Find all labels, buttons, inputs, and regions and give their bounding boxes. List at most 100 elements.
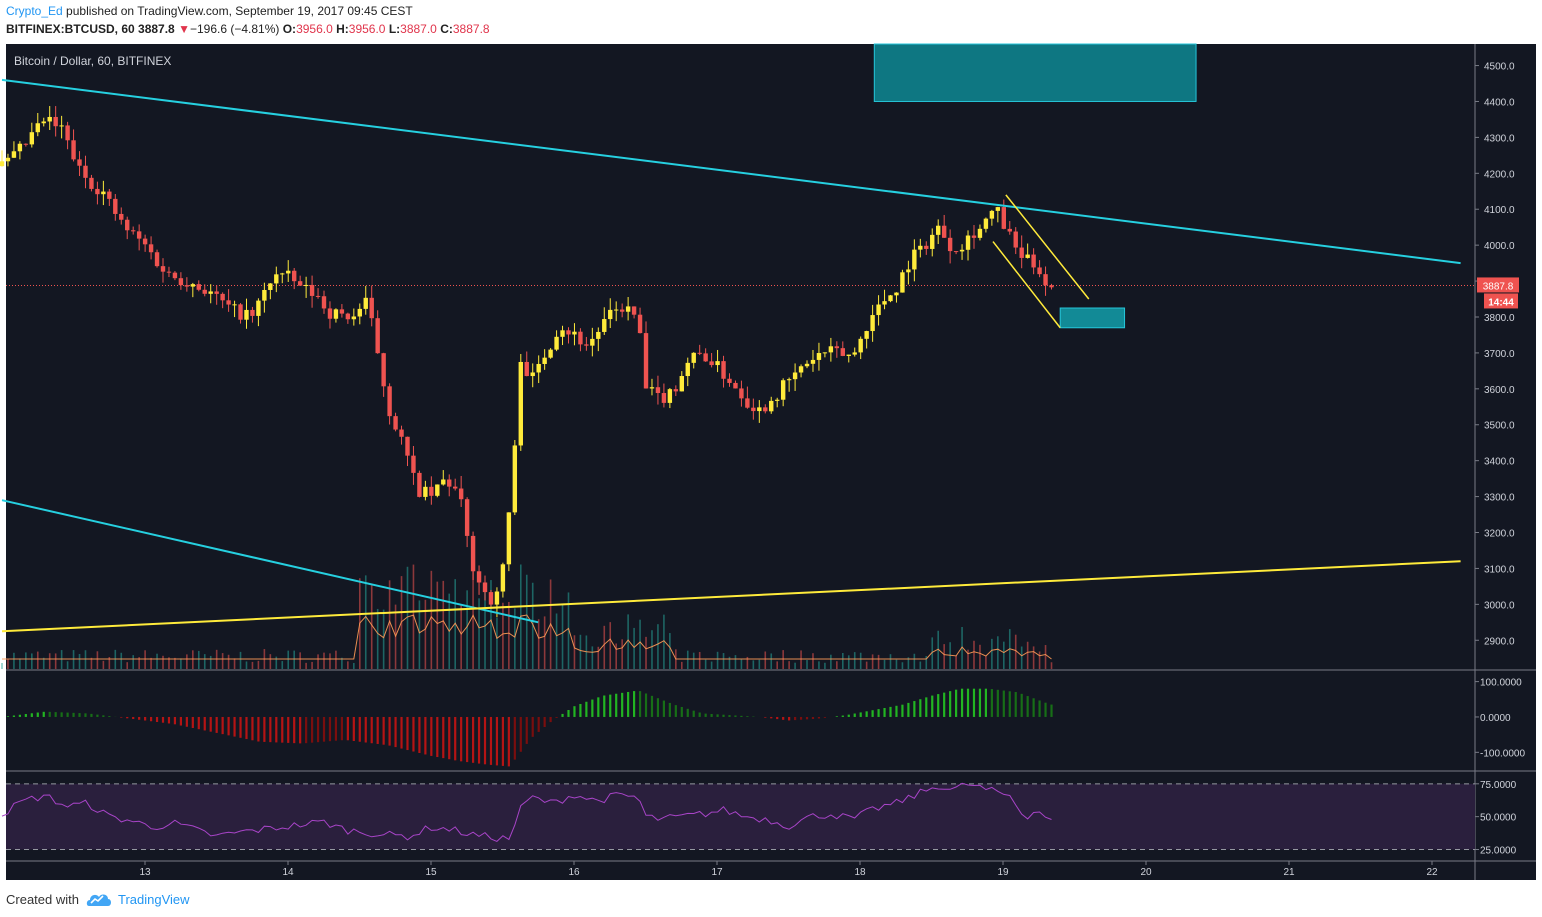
candle-down [142, 238, 148, 245]
created-with-label: Created with [6, 892, 79, 907]
candle-down [619, 309, 625, 312]
candle-up [870, 315, 875, 332]
candle-down [202, 289, 207, 294]
candle-up [0, 161, 5, 167]
candle-down [745, 398, 750, 408]
time-tick-label: 21 [1283, 867, 1295, 878]
symbol-label: BITFINEX:BTCUSD, 60 [6, 22, 135, 36]
price-scale-background [1475, 44, 1536, 880]
candle-up [256, 300, 261, 316]
footer: Created with TradingView [0, 884, 1542, 917]
candle-up [613, 309, 619, 311]
candle-up [822, 352, 828, 354]
candle-down [214, 291, 219, 294]
candle-down [95, 188, 100, 195]
candle-up [190, 284, 196, 287]
tradingview-logo-icon [86, 894, 111, 906]
candle-up [41, 121, 46, 124]
candle-up [625, 306, 631, 312]
candle-down [89, 177, 94, 189]
price-tick-label: 4000.0 [1484, 241, 1515, 252]
publish-info: Crypto_Ed published on TradingView.com, … [6, 4, 413, 18]
candle-down [220, 293, 225, 301]
symbol-info: BITFINEX:BTCUSD, 60 3887.8 ▼−196.6 (−4.8… [6, 22, 490, 36]
candle-up [351, 316, 357, 320]
candles [0, 106, 1054, 618]
candle-down [339, 309, 345, 314]
candle-up [423, 486, 428, 497]
candle-up [512, 445, 518, 513]
candle-up [900, 272, 905, 293]
ohlc-low: 3887.0 [400, 22, 437, 36]
candle-down [417, 472, 422, 497]
candle-down [739, 388, 744, 399]
ohlc-open-label: O: [282, 22, 297, 36]
candle-up [560, 330, 565, 337]
candle-up [494, 591, 500, 605]
candle-down [125, 219, 130, 231]
candle-down [721, 361, 726, 379]
candle-down [226, 300, 231, 305]
candle-down [703, 353, 708, 362]
candle-up [280, 273, 285, 275]
candle-up [930, 234, 935, 249]
ohlc-high-label: H: [336, 22, 349, 36]
candle-down [178, 278, 184, 286]
candle-down [375, 318, 380, 354]
candle-down [196, 284, 201, 290]
price-tick-label: 3300.0 [1484, 493, 1515, 504]
candle-down [327, 308, 333, 319]
candle-up [518, 361, 523, 446]
falling-channel-lower [992, 241, 1061, 329]
candle-down [733, 382, 738, 389]
candle-down [83, 165, 88, 178]
candle-up [268, 283, 273, 290]
candle-up [1025, 254, 1030, 258]
candle-down [673, 389, 679, 392]
candle-up [852, 352, 857, 355]
candle-down [130, 230, 136, 232]
ohlc-close-label: C: [440, 22, 453, 36]
candle-up [608, 309, 613, 320]
candle-up [357, 308, 362, 317]
chart-area[interactable]: 4500.04400.04300.04200.04100.04000.03900… [0, 42, 1542, 884]
candle-up [959, 249, 965, 252]
candle-up [17, 143, 23, 152]
candle-up [828, 346, 834, 353]
candle-up [530, 372, 535, 377]
candle-down [291, 270, 297, 282]
candle-up [769, 400, 774, 412]
grid-lines [6, 44, 1536, 880]
candle-up [792, 372, 798, 380]
candle-down [1007, 228, 1012, 232]
candle-down [429, 486, 434, 496]
candle-down [184, 285, 190, 287]
candle-up [995, 207, 1001, 211]
candle-down [751, 407, 756, 412]
candle-up [363, 297, 368, 309]
candle-down [452, 486, 458, 489]
candle-down [709, 361, 714, 366]
candle-up [542, 357, 547, 364]
candle-down [77, 159, 82, 166]
candle-down [1001, 207, 1007, 229]
candle-up [989, 210, 995, 219]
price-tick-label: 4300.0 [1484, 133, 1515, 144]
author-link[interactable]: Crypto_Ed [6, 4, 63, 18]
candle-down [1049, 285, 1054, 288]
candle-up [888, 295, 893, 302]
countdown-tag-label: 14:44 [1488, 297, 1514, 308]
time-tick-label: 13 [139, 867, 151, 878]
candle-up [816, 353, 822, 360]
candle-up [882, 301, 887, 305]
price-tick-label: 2900.0 [1484, 636, 1515, 647]
price-tick-label: 3800.0 [1484, 313, 1515, 324]
candle-down [941, 225, 947, 238]
ohlc-close: 3887.8 [452, 22, 490, 36]
published-text: published on TradingView.com, September … [66, 4, 413, 18]
candle-up [59, 125, 64, 127]
candle-down [524, 361, 529, 377]
candle-down [1031, 254, 1036, 268]
candle-up [894, 292, 899, 296]
tradingview-brand-link[interactable]: TradingView [118, 892, 190, 907]
